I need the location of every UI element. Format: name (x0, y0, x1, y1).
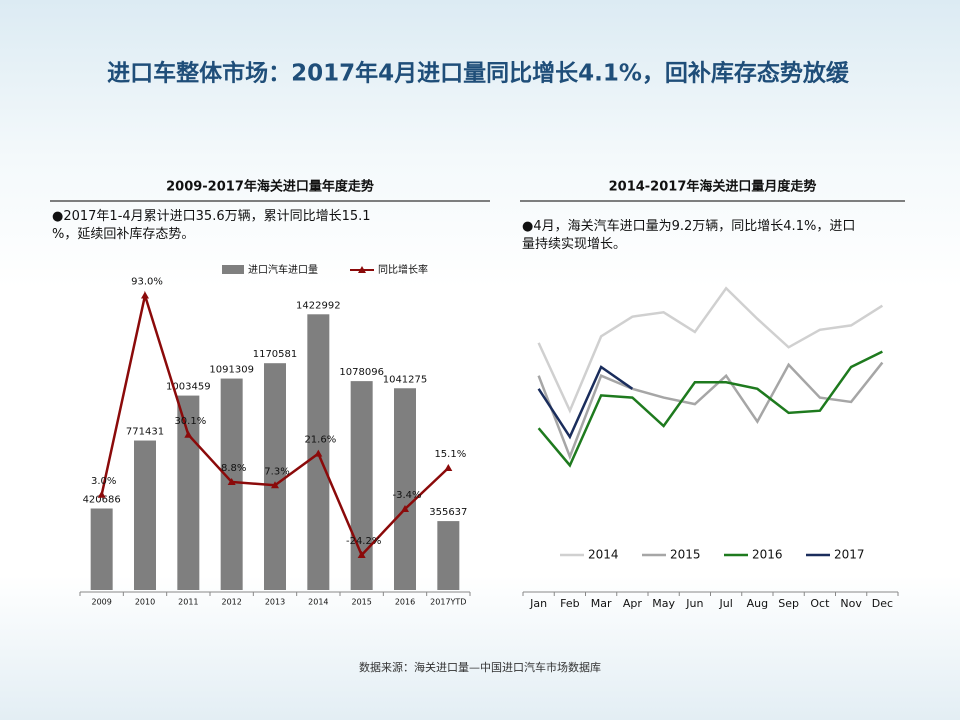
x-tick-label: 2009 (91, 598, 111, 607)
x-tick-label: 2011 (178, 598, 198, 607)
line-marker (97, 490, 106, 498)
line-marker (227, 477, 236, 485)
data-label: 771431 (126, 427, 164, 438)
line-marker (184, 430, 193, 438)
legend-label: 2017 (834, 548, 865, 562)
x-tick-label: Jul (718, 597, 732, 610)
data-label: 355637 (429, 507, 467, 518)
x-tick-label: Apr (623, 597, 643, 610)
data-label: 1078096 (339, 367, 384, 378)
data-label: 1422992 (296, 300, 341, 311)
line-marker (357, 551, 366, 559)
x-tick-label: Oct (810, 597, 830, 610)
x-tick-label: Jan (529, 597, 547, 610)
data-label: 8.8% (221, 463, 246, 474)
x-tick-label: 2017YTD (430, 598, 466, 607)
bar (394, 388, 416, 590)
data-label: 1041275 (383, 374, 428, 385)
line-marker (271, 481, 279, 489)
legend-label: 2015 (670, 548, 701, 562)
x-tick-label: Nov (840, 597, 862, 610)
x-tick-label: Feb (560, 597, 579, 610)
bar (134, 440, 156, 590)
series-line (537, 286, 884, 414)
bar (437, 521, 460, 590)
x-tick-label: May (652, 597, 675, 610)
data-label: 21.6% (304, 435, 336, 446)
series-line (537, 365, 634, 440)
data-label: 1003459 (166, 382, 211, 393)
chart-title: 2014-2017年海关进口量月度走势 (609, 179, 817, 195)
legend-swatch (222, 265, 244, 274)
bar (90, 508, 113, 590)
data-label: -3.4% (392, 490, 421, 501)
data-label: 30.1% (174, 416, 206, 427)
legend-swatch (358, 266, 366, 273)
series-line (537, 350, 883, 468)
legend-label: 同比增长率 (378, 263, 428, 276)
data-label: 15.1% (434, 449, 466, 460)
series-line (537, 361, 884, 461)
data-label: 93.0% (131, 277, 163, 288)
x-tick-label: 2010 (135, 598, 155, 607)
note: ●4月，海关汽车进口量为9.2万辆，同比增长4.1%，进口量持续实现增长。 (522, 218, 855, 252)
x-tick-label: Aug (747, 597, 768, 610)
x-tick-label: 2013 (265, 598, 285, 607)
x-tick-label: 2015 (351, 598, 371, 607)
x-tick-label: 2016 (395, 598, 415, 607)
data-label: 7.3% (264, 466, 289, 477)
line-marker (401, 504, 409, 512)
line-marker (314, 449, 323, 457)
line-marker (141, 291, 149, 299)
x-tick-label: Mar (591, 597, 612, 610)
chart-title: 2009-2017年海关进口量年度走势 (166, 179, 374, 195)
x-tick-label: 2012 (221, 598, 241, 607)
legend-label: 2016 (752, 548, 783, 562)
data-label: 420686 (83, 494, 121, 505)
data-label: 1170581 (253, 349, 298, 360)
legend-label: 进口汽车进口量 (248, 263, 318, 276)
x-tick-label: 2014 (308, 598, 328, 607)
bar (264, 363, 286, 590)
legend-label: 2014 (588, 548, 619, 562)
data-label: 1091309 (209, 365, 254, 376)
bar (350, 381, 373, 590)
line-marker (444, 463, 453, 471)
data-label: 3.0% (91, 476, 116, 487)
source: 数据来源：海关进口量—中国进口汽车市场数据库 (359, 660, 601, 674)
data-label: -24.2% (346, 536, 381, 547)
bar (177, 395, 200, 590)
note: ●2017年1-4月累计进口35.6万辆，累计同比增长15.1 %，延续回补库存态… (52, 209, 371, 242)
x-tick-label: Dec (872, 597, 893, 610)
slide-title: 进口车整体市场：2017年4月进口量同比增长4.1%，回补库存态势放缓 (107, 60, 850, 87)
x-tick-label: Jun (685, 597, 703, 610)
x-tick-label: Sep (778, 597, 799, 610)
